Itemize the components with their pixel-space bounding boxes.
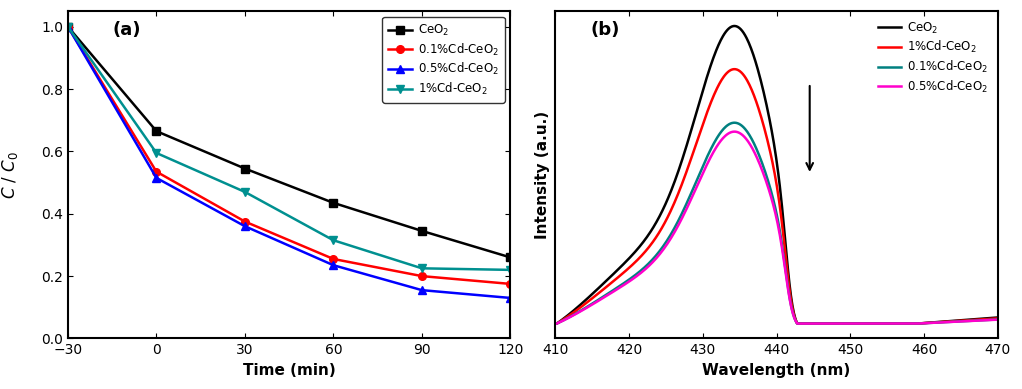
1%Cd-CeO$_2$	[504, 268, 516, 272]
0.5%Cd-CeO$_2$	[327, 263, 339, 268]
0.1%Cd-CeO$_2$	[750, 146, 762, 151]
0.5%Cd-CeO$_2$	[416, 288, 428, 293]
CeO$_2$	[883, 321, 895, 326]
0.1%Cd-CeO$_2$	[991, 317, 1004, 322]
Text: $\mathit{C}$ / $\mathit{C}_0$: $\mathit{C}$ / $\mathit{C}_0$	[0, 151, 20, 199]
CeO$_2$	[549, 321, 561, 326]
CeO$_2$	[663, 194, 676, 198]
Text: (b): (b)	[591, 21, 620, 39]
CeO$_2$	[239, 166, 251, 171]
0.5%Cd-CeO$_2$	[150, 175, 162, 180]
0.1%Cd-CeO$_2$	[61, 25, 74, 29]
X-axis label: Wavelength (nm): Wavelength (nm)	[702, 363, 850, 378]
1%Cd-CeO$_2$	[239, 189, 251, 194]
Line: CeO$_2$: CeO$_2$	[64, 23, 514, 261]
1%Cd-CeO$_2$	[663, 212, 676, 217]
Line: 0.1%Cd-CeO$_2$: 0.1%Cd-CeO$_2$	[555, 123, 997, 324]
Line: CeO$_2$: CeO$_2$	[555, 26, 997, 324]
0.1%Cd-CeO$_2$	[729, 120, 741, 125]
0.1%Cd-CeO$_2$	[810, 321, 823, 326]
CeO$_2$	[504, 255, 516, 260]
0.5%Cd-CeO$_2$	[991, 317, 1004, 322]
0.5%Cd-CeO$_2$	[504, 296, 516, 300]
0.5%Cd-CeO$_2$	[663, 239, 676, 244]
0.5%Cd-CeO$_2$	[549, 321, 561, 326]
CeO$_2$	[61, 25, 74, 29]
CeO$_2$	[416, 229, 428, 233]
Line: 0.5%Cd-CeO$_2$: 0.5%Cd-CeO$_2$	[555, 131, 997, 324]
0.1%Cd-CeO$_2$	[327, 257, 339, 261]
1%Cd-CeO$_2$	[150, 151, 162, 155]
0.1%Cd-CeO$_2$	[883, 321, 895, 326]
CeO$_2$	[750, 61, 762, 66]
1%Cd-CeO$_2$	[61, 25, 74, 29]
1%Cd-CeO$_2$	[416, 266, 428, 271]
0.5%Cd-CeO$_2$	[729, 129, 741, 134]
0.5%Cd-CeO$_2$	[845, 321, 857, 326]
1%Cd-CeO$_2$	[628, 261, 640, 266]
0.1%Cd-CeO$_2$	[239, 219, 251, 224]
0.5%Cd-CeO$_2$	[750, 154, 762, 158]
1%Cd-CeO$_2$	[845, 321, 857, 326]
CeO$_2$	[991, 315, 1004, 320]
0.1%Cd-CeO$_2$	[504, 282, 516, 286]
0.5%Cd-CeO$_2$	[61, 25, 74, 29]
0.5%Cd-CeO$_2$	[628, 276, 640, 281]
0.1%Cd-CeO$_2$	[628, 274, 640, 279]
1%Cd-CeO$_2$	[883, 321, 895, 326]
Line: 1%Cd-CeO$_2$: 1%Cd-CeO$_2$	[64, 23, 514, 274]
Y-axis label: Intensity (a.u.): Intensity (a.u.)	[535, 111, 550, 239]
CeO$_2$	[327, 200, 339, 205]
Legend: CeO$_2$, 1%Cd-CeO$_2$, 0.1%Cd-CeO$_2$, 0.5%Cd-CeO$_2$: CeO$_2$, 1%Cd-CeO$_2$, 0.1%Cd-CeO$_2$, 0…	[874, 17, 992, 98]
Text: (a): (a)	[112, 21, 141, 39]
0.1%Cd-CeO$_2$	[549, 321, 561, 326]
CeO$_2$	[810, 321, 823, 326]
0.5%Cd-CeO$_2$	[883, 321, 895, 326]
1%Cd-CeO$_2$	[729, 67, 741, 72]
1%Cd-CeO$_2$	[549, 321, 561, 326]
X-axis label: Time (min): Time (min)	[243, 363, 335, 378]
1%Cd-CeO$_2$	[327, 238, 339, 243]
1%Cd-CeO$_2$	[810, 321, 823, 326]
Line: 0.1%Cd-CeO$_2$: 0.1%Cd-CeO$_2$	[64, 23, 514, 288]
0.5%Cd-CeO$_2$	[810, 321, 823, 326]
1%Cd-CeO$_2$	[750, 99, 762, 104]
Line: 0.5%Cd-CeO$_2$: 0.5%Cd-CeO$_2$	[64, 23, 514, 302]
0.5%Cd-CeO$_2$	[239, 224, 251, 229]
CeO$_2$	[628, 251, 640, 256]
CeO$_2$	[150, 129, 162, 133]
CeO$_2$	[729, 24, 741, 28]
0.1%Cd-CeO$_2$	[150, 169, 162, 174]
Legend: CeO$_2$, 0.1%Cd-CeO$_2$, 0.5%Cd-CeO$_2$, 1%Cd-CeO$_2$: CeO$_2$, 0.1%Cd-CeO$_2$, 0.5%Cd-CeO$_2$,…	[382, 17, 505, 103]
Line: 1%Cd-CeO$_2$: 1%Cd-CeO$_2$	[555, 69, 997, 324]
0.1%Cd-CeO$_2$	[416, 274, 428, 279]
CeO$_2$	[845, 321, 857, 326]
0.1%Cd-CeO$_2$	[663, 235, 676, 240]
0.1%Cd-CeO$_2$	[845, 321, 857, 326]
1%Cd-CeO$_2$	[991, 316, 1004, 321]
